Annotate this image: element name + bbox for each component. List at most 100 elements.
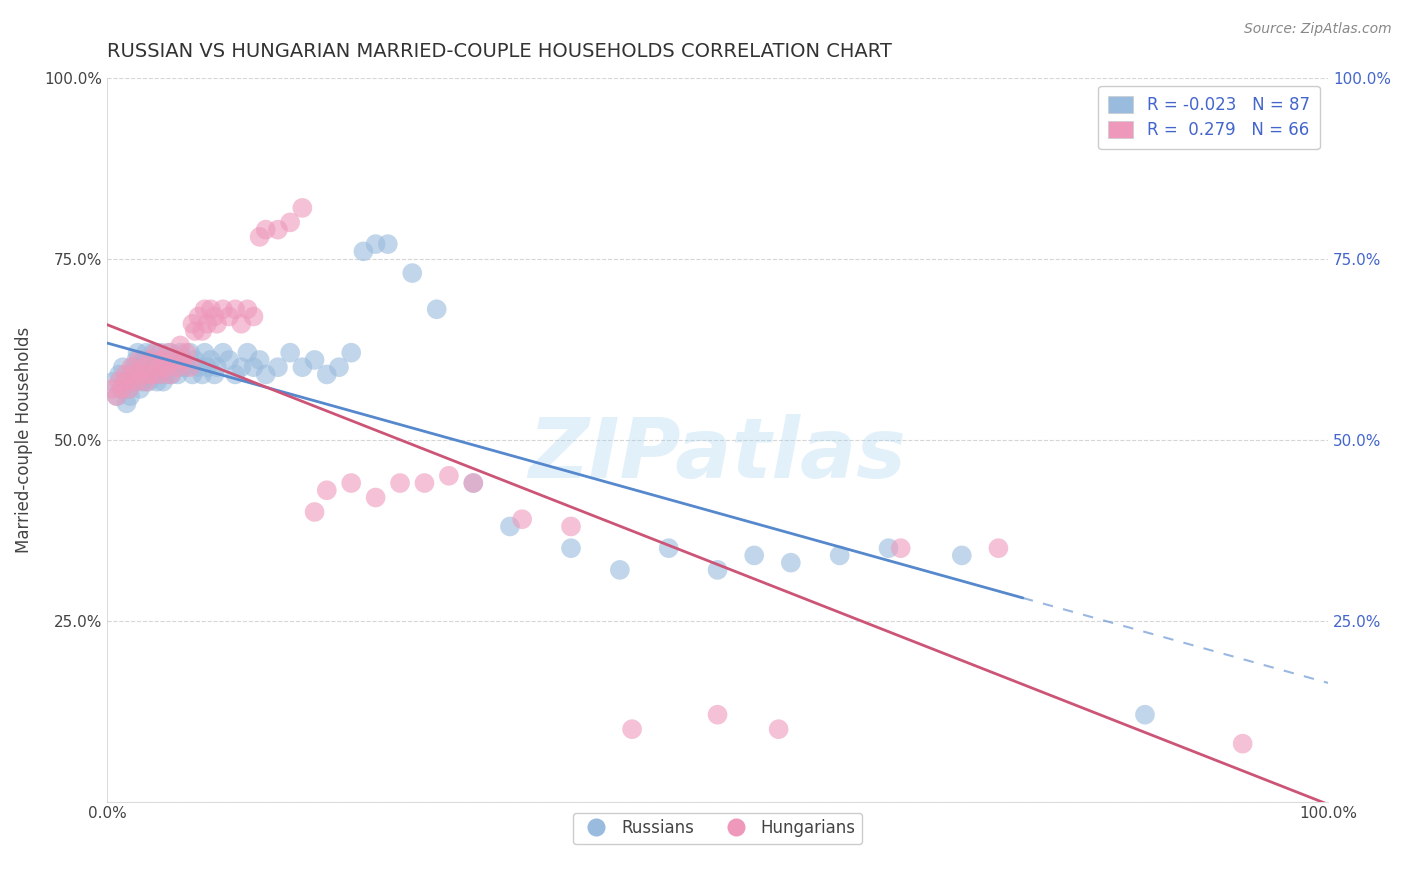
- Point: [658, 541, 681, 556]
- Point: [212, 302, 235, 317]
- Point: [152, 375, 174, 389]
- Point: [267, 222, 290, 236]
- Text: Source: ZipAtlas.com: Source: ZipAtlas.com: [1244, 22, 1392, 37]
- Point: [124, 375, 146, 389]
- Point: [129, 382, 152, 396]
- Point: [377, 237, 399, 252]
- Point: [224, 368, 246, 382]
- Point: [153, 353, 176, 368]
- Point: [111, 360, 134, 375]
- Point: [364, 237, 387, 252]
- Point: [145, 360, 167, 375]
- Point: [132, 353, 155, 368]
- Point: [148, 360, 170, 375]
- Point: [706, 563, 728, 577]
- Point: [364, 491, 387, 505]
- Point: [111, 382, 134, 396]
- Point: [128, 368, 150, 382]
- Point: [742, 549, 765, 563]
- Point: [510, 512, 533, 526]
- Point: [304, 353, 326, 368]
- Point: [224, 302, 246, 317]
- Point: [340, 345, 363, 359]
- Point: [278, 215, 301, 229]
- Point: [135, 375, 157, 389]
- Point: [132, 360, 155, 375]
- Point: [149, 368, 172, 382]
- Point: [179, 360, 201, 375]
- Point: [187, 360, 209, 375]
- Point: [150, 360, 173, 375]
- Point: [463, 476, 485, 491]
- Point: [242, 310, 264, 324]
- Point: [157, 345, 180, 359]
- Point: [139, 360, 162, 375]
- Point: [621, 722, 644, 736]
- Point: [155, 368, 177, 382]
- Point: [172, 353, 194, 368]
- Point: [413, 476, 436, 491]
- Point: [128, 353, 150, 368]
- Point: [768, 722, 790, 736]
- Point: [159, 368, 181, 382]
- Point: [115, 375, 138, 389]
- Point: [105, 389, 128, 403]
- Point: [148, 368, 170, 382]
- Point: [187, 310, 209, 324]
- Point: [828, 549, 851, 563]
- Point: [169, 338, 191, 352]
- Point: [160, 368, 183, 382]
- Point: [236, 345, 259, 359]
- Point: [340, 476, 363, 491]
- Point: [401, 266, 423, 280]
- Point: [163, 353, 186, 368]
- Point: [122, 368, 145, 382]
- Point: [194, 345, 217, 359]
- Point: [950, 549, 973, 563]
- Point: [111, 382, 134, 396]
- Point: [1133, 707, 1156, 722]
- Point: [184, 324, 207, 338]
- Text: RUSSIAN VS HUNGARIAN MARRIED-COUPLE HOUSEHOLDS CORRELATION CHART: RUSSIAN VS HUNGARIAN MARRIED-COUPLE HOUS…: [107, 42, 891, 61]
- Point: [120, 389, 142, 403]
- Point: [181, 368, 204, 382]
- Point: [159, 345, 181, 359]
- Point: [169, 345, 191, 359]
- Point: [463, 476, 485, 491]
- Point: [138, 353, 160, 368]
- Point: [142, 345, 165, 359]
- Point: [328, 360, 350, 375]
- Point: [125, 375, 148, 389]
- Point: [291, 360, 314, 375]
- Text: ZIPatlas: ZIPatlas: [529, 414, 907, 494]
- Point: [122, 360, 145, 375]
- Point: [437, 468, 460, 483]
- Point: [148, 353, 170, 368]
- Point: [179, 345, 201, 359]
- Point: [200, 302, 222, 317]
- Point: [136, 360, 159, 375]
- Point: [127, 345, 149, 359]
- Point: [204, 368, 226, 382]
- Point: [142, 368, 165, 382]
- Point: [155, 360, 177, 375]
- Point: [163, 353, 186, 368]
- Point: [291, 201, 314, 215]
- Point: [146, 375, 169, 389]
- Point: [125, 353, 148, 368]
- Point: [890, 541, 912, 556]
- Point: [1232, 737, 1254, 751]
- Point: [254, 222, 277, 236]
- Point: [129, 360, 152, 375]
- Point: [236, 302, 259, 317]
- Point: [877, 541, 900, 556]
- Point: [138, 375, 160, 389]
- Point: [191, 324, 214, 338]
- Point: [184, 353, 207, 368]
- Point: [231, 317, 253, 331]
- Legend: Russians, Hungarians: Russians, Hungarians: [572, 813, 862, 844]
- Point: [149, 345, 172, 359]
- Point: [242, 360, 264, 375]
- Point: [108, 375, 131, 389]
- Point: [560, 541, 582, 556]
